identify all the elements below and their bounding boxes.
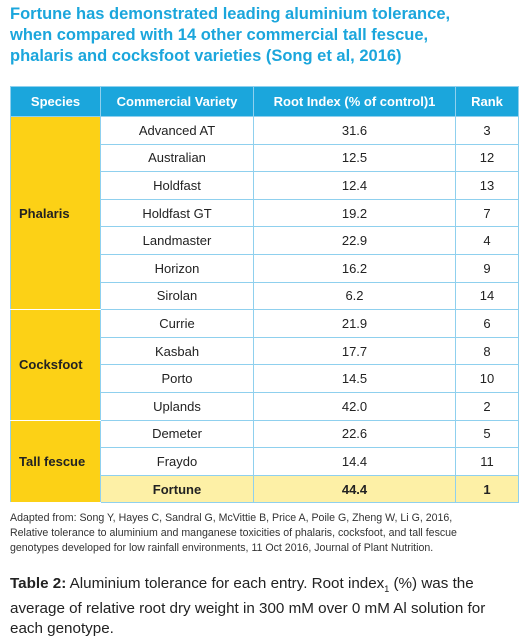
variety-cell: Fortune: [100, 474, 254, 504]
table-row: Porto 14.5 10: [11, 364, 519, 393]
title-line: when compared with 14 other commercial t…: [10, 26, 429, 44]
rank-cell: 4: [455, 226, 519, 255]
table-row: Landmaster 22.9 4: [11, 226, 519, 255]
title: Fortune has demonstrated leading alumini…: [10, 4, 525, 67]
variety-cell: Uplands: [100, 391, 254, 421]
caption-label: Table 2:: [10, 575, 67, 592]
root-index-cell: 14.4: [253, 447, 456, 476]
root-index-cell: 21.9: [253, 309, 456, 338]
table-row: Holdfast 12.4 13: [11, 171, 519, 200]
variety-cell: Advanced AT: [100, 116, 254, 145]
rank-cell: 2: [455, 391, 519, 421]
table-row: Kasbah 17.7 8: [11, 336, 519, 366]
caption-text: Aluminium tolerance for each entry. Root…: [69, 575, 385, 592]
caption-subscript: 1: [384, 584, 390, 595]
root-index-cell: 31.6: [253, 116, 456, 145]
rank-cell: 1: [455, 474, 519, 504]
rank-cell: 5: [455, 419, 519, 449]
species-cell: Phalaris: [10, 115, 101, 311]
rank-cell: 13: [455, 171, 519, 200]
variety-cell: Horizon: [100, 253, 254, 283]
rank-cell: 3: [455, 116, 519, 145]
variety-cell: Currie: [100, 309, 254, 338]
rank-cell: 6: [455, 309, 519, 338]
caption-text: (%) was the average of relative root dry…: [10, 575, 486, 638]
caption: Table 2: Aluminium tolerance for each en…: [10, 574, 522, 639]
table-row: Sirolan 6.2 14: [11, 281, 519, 311]
rank-cell: 10: [455, 364, 519, 393]
table-row: Fraydo 14.4 11: [11, 447, 519, 476]
rank-cell: 9: [455, 253, 519, 283]
variety-cell: Demeter: [100, 419, 254, 449]
table-row: Fortune 44.4 1: [11, 474, 519, 504]
header-cell: Commercial Variety: [100, 86, 254, 117]
variety-cell: Landmaster: [100, 226, 254, 255]
table-row: Australian 12.5 12: [11, 143, 519, 173]
root-index-cell: 22.9: [253, 226, 456, 255]
root-index-cell: 22.6: [253, 419, 456, 449]
rank-cell: 14: [455, 281, 519, 311]
table-row: Uplands 42.0 2: [11, 391, 519, 421]
variety-cell: Porto: [100, 364, 254, 393]
variety-cell: Holdfast: [100, 171, 254, 200]
rank-cell: 11: [455, 447, 519, 476]
footnote: Adapted from: Song Y, Hayes C, Sandral G…: [10, 511, 457, 556]
variety-cell: Fraydo: [100, 447, 254, 476]
species-cell: Tall fescue: [10, 419, 101, 504]
variety-cell: Australian: [100, 143, 254, 173]
table-row: Phalaris Advanced AT 31.6 3: [10, 115, 519, 311]
root-index-cell: 44.4: [253, 474, 456, 504]
root-index-cell: 12.5: [253, 143, 456, 173]
rank-cell: 8: [455, 336, 519, 366]
root-index-cell: 6.2: [253, 281, 456, 311]
rank-cell: 7: [455, 198, 519, 228]
variety-cell: Holdfast GT: [100, 198, 254, 228]
footnote-line: Adapted from: Song Y, Hayes C, Sandral G…: [10, 512, 453, 524]
header-row: Species Commercial Variety Root Index (% o…: [10, 86, 519, 117]
rank-cell: 12: [455, 143, 519, 173]
table: Species Commercial Variety Root Index (% o…: [10, 86, 519, 504]
title-line: phalaris and cocksfoot varieties (Song e…: [10, 47, 402, 65]
root-index-cell: 16.2: [253, 253, 456, 283]
root-index-cell: 12.4: [253, 171, 456, 200]
header-cell: Root Index (% of control)1: [253, 86, 456, 117]
table-row: Cocksfoot Currie 21.9 6: [10, 309, 519, 421]
root-index-cell: 42.0: [253, 391, 456, 421]
root-index-cell: 19.2: [253, 198, 456, 228]
footnote-line: Relative tolerance to aluminium and mang…: [10, 527, 457, 539]
footnote-line: genotypes developed for low rainfall env…: [10, 542, 434, 554]
header-cell: Species: [10, 86, 101, 117]
variety-cell: Kasbah: [100, 336, 254, 366]
root-index-cell: 14.5: [253, 364, 456, 393]
species-cell: Cocksfoot: [10, 309, 101, 421]
header-cell: Rank: [455, 86, 519, 117]
root-index-cell: 17.7: [253, 336, 456, 366]
variety-cell: Sirolan: [100, 281, 254, 311]
title-line: Fortune has demonstrated leading alumini…: [10, 5, 451, 23]
table-row: Holdfast GT 19.2 7: [11, 198, 519, 228]
table-row: Tall fescue Demeter 22.6 5: [10, 419, 519, 504]
